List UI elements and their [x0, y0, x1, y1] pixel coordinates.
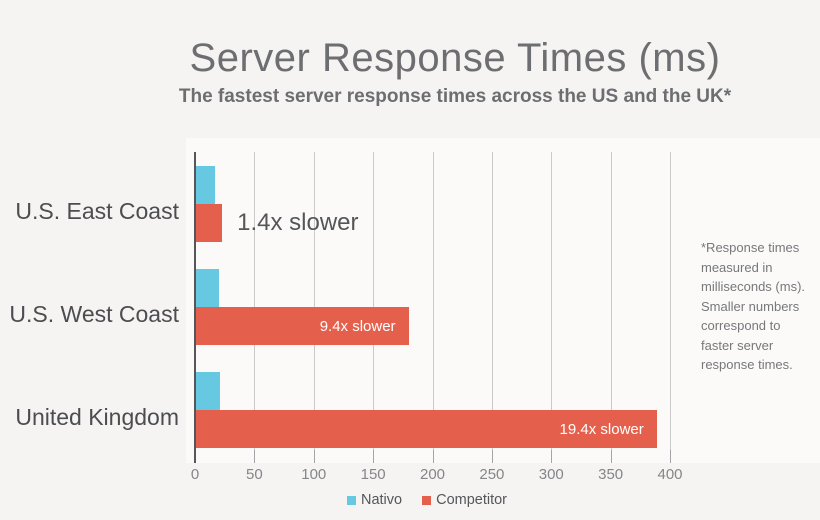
legend-swatch	[346, 495, 356, 505]
chart-header: Server Response Times (ms) The fastest s…	[90, 36, 820, 108]
tick-label: 50	[246, 466, 263, 483]
gridline	[432, 152, 434, 450]
bar-nativo	[196, 372, 220, 410]
gridline	[491, 152, 493, 450]
category-label: U.S. East Coast	[15, 198, 179, 224]
tick-label: 300	[538, 466, 564, 483]
tick-label: 400	[657, 466, 683, 483]
legend-item: Competitor	[422, 492, 507, 508]
tick-label: 250	[479, 466, 505, 483]
tick-label: 0	[190, 466, 200, 483]
gridline	[313, 152, 315, 450]
category-label: U.S. West Coast	[9, 301, 179, 327]
plot-background	[186, 138, 820, 463]
bar-annotation: 9.4x slower	[319, 317, 396, 335]
legend-label: Nativo	[360, 492, 403, 508]
tick-mark	[551, 450, 553, 463]
gridline	[670, 152, 671, 450]
tick-mark	[313, 450, 315, 463]
tick-mark	[610, 450, 612, 463]
tick-mark	[432, 450, 434, 463]
y-axis-line	[194, 152, 196, 463]
tick-label: 200	[419, 466, 446, 483]
gridline	[254, 152, 256, 450]
chart-title: Server Response Times (ms)	[189, 36, 721, 80]
bar-nativo	[196, 269, 219, 307]
legend-label: Competitor	[436, 492, 508, 508]
footnote: *Response times measured in milliseconds…	[701, 240, 806, 372]
gridline	[610, 152, 612, 450]
category-label: United Kingdom	[15, 404, 179, 430]
bar-competitor: 19.4x slower	[196, 410, 657, 448]
tick-mark	[670, 450, 671, 463]
tick-mark	[254, 450, 256, 463]
bar-nativo	[196, 166, 215, 204]
bar-competitor	[196, 204, 223, 242]
tick-mark	[373, 450, 375, 463]
tick-label: 150	[360, 466, 386, 483]
legend-swatch	[422, 495, 432, 505]
chart-subtitle: The fastest server response times across…	[178, 86, 732, 107]
legend-item: Nativo	[346, 492, 403, 508]
tick-label: 100	[301, 466, 327, 483]
bar-competitor: 9.4x slower	[196, 307, 409, 345]
tick-label: 350	[598, 466, 624, 483]
legend: Nativo Competitor	[17, 492, 820, 508]
bar-annotation: 19.4x slower	[559, 420, 644, 438]
bar-annotation: 1.4x slower	[237, 209, 359, 236]
gridline	[373, 152, 375, 450]
gridline	[551, 152, 553, 450]
tick-mark	[491, 450, 493, 463]
